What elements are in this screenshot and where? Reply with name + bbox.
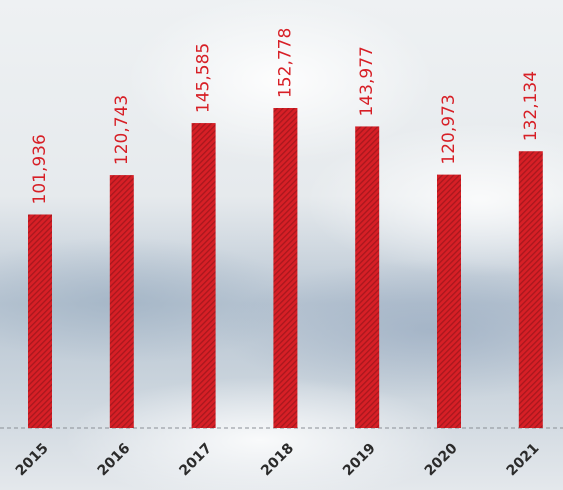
bar [273, 108, 297, 428]
x-tick-label: 2017 [176, 440, 215, 479]
bar [28, 214, 52, 428]
data-label: 143,977 [357, 46, 377, 116]
data-label: 145,585 [194, 43, 214, 113]
x-tick-label: 2021 [504, 440, 543, 479]
bar [519, 151, 543, 428]
data-label: 120,743 [112, 95, 132, 165]
x-tick-label: 2015 [13, 440, 52, 479]
x-tick-label: 2019 [340, 440, 379, 479]
bar [192, 123, 216, 428]
bar [110, 175, 134, 428]
chart: 101,936 2015 120,743 2016 145,585 2017 152,778… [0, 0, 563, 490]
data-label: 101,936 [30, 134, 50, 204]
x-tick-label: 2016 [95, 440, 134, 479]
bar [437, 175, 461, 428]
x-tick-label: 2020 [422, 440, 461, 479]
chart-background: 101,936 2015 120,743 2016 145,585 2017 152,778… [0, 0, 563, 490]
data-label: 152,778 [275, 28, 295, 98]
x-tick-label: 2018 [258, 440, 297, 479]
data-label: 132,134 [521, 71, 541, 141]
bar [355, 126, 379, 428]
data-label: 120,973 [439, 94, 459, 164]
